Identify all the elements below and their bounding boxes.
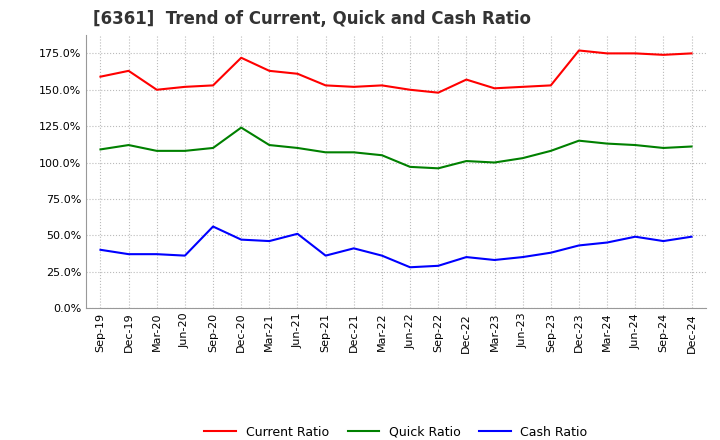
Current Ratio — [659, 52, 667, 58]
Quick Ratio — [377, 153, 386, 158]
Quick Ratio — [96, 147, 105, 152]
Quick Ratio — [321, 150, 330, 155]
Cash Ratio — [377, 253, 386, 258]
Cash Ratio — [434, 263, 443, 268]
Current Ratio — [518, 84, 527, 89]
Cash Ratio — [181, 253, 189, 258]
Quick Ratio — [153, 148, 161, 154]
Line: Cash Ratio: Cash Ratio — [101, 227, 691, 267]
Current Ratio — [687, 51, 696, 56]
Quick Ratio — [434, 166, 443, 171]
Cash Ratio — [237, 237, 246, 242]
Quick Ratio — [603, 141, 611, 146]
Current Ratio — [209, 83, 217, 88]
Cash Ratio — [265, 238, 274, 244]
Current Ratio — [490, 86, 499, 91]
Quick Ratio — [349, 150, 358, 155]
Current Ratio — [462, 77, 471, 82]
Legend: Current Ratio, Quick Ratio, Cash Ratio: Current Ratio, Quick Ratio, Cash Ratio — [199, 421, 593, 440]
Cash Ratio — [406, 264, 415, 270]
Current Ratio — [293, 71, 302, 77]
Quick Ratio — [631, 143, 639, 148]
Quick Ratio — [237, 125, 246, 130]
Current Ratio — [125, 68, 133, 73]
Cash Ratio — [659, 238, 667, 244]
Cash Ratio — [293, 231, 302, 236]
Quick Ratio — [209, 145, 217, 150]
Current Ratio — [153, 87, 161, 92]
Quick Ratio — [687, 144, 696, 149]
Current Ratio — [603, 51, 611, 56]
Line: Current Ratio: Current Ratio — [101, 51, 691, 93]
Current Ratio — [349, 84, 358, 89]
Current Ratio — [321, 83, 330, 88]
Current Ratio — [265, 68, 274, 73]
Cash Ratio — [631, 234, 639, 239]
Quick Ratio — [659, 145, 667, 150]
Quick Ratio — [293, 145, 302, 150]
Current Ratio — [237, 55, 246, 60]
Quick Ratio — [546, 148, 555, 154]
Quick Ratio — [490, 160, 499, 165]
Cash Ratio — [490, 257, 499, 263]
Quick Ratio — [518, 155, 527, 161]
Cash Ratio — [96, 247, 105, 253]
Cash Ratio — [349, 246, 358, 251]
Text: [6361]  Trend of Current, Quick and Cash Ratio: [6361] Trend of Current, Quick and Cash … — [93, 10, 531, 28]
Current Ratio — [181, 84, 189, 89]
Line: Quick Ratio: Quick Ratio — [101, 128, 691, 169]
Cash Ratio — [209, 224, 217, 229]
Quick Ratio — [125, 143, 133, 148]
Cash Ratio — [518, 254, 527, 260]
Current Ratio — [546, 83, 555, 88]
Current Ratio — [406, 87, 415, 92]
Cash Ratio — [687, 234, 696, 239]
Current Ratio — [377, 83, 386, 88]
Current Ratio — [575, 48, 583, 53]
Current Ratio — [434, 90, 443, 95]
Cash Ratio — [125, 252, 133, 257]
Cash Ratio — [603, 240, 611, 245]
Current Ratio — [631, 51, 639, 56]
Quick Ratio — [181, 148, 189, 154]
Quick Ratio — [406, 164, 415, 169]
Cash Ratio — [153, 252, 161, 257]
Cash Ratio — [321, 253, 330, 258]
Quick Ratio — [462, 158, 471, 164]
Quick Ratio — [265, 143, 274, 148]
Quick Ratio — [575, 138, 583, 143]
Cash Ratio — [462, 254, 471, 260]
Current Ratio — [96, 74, 105, 79]
Cash Ratio — [575, 243, 583, 248]
Cash Ratio — [546, 250, 555, 255]
